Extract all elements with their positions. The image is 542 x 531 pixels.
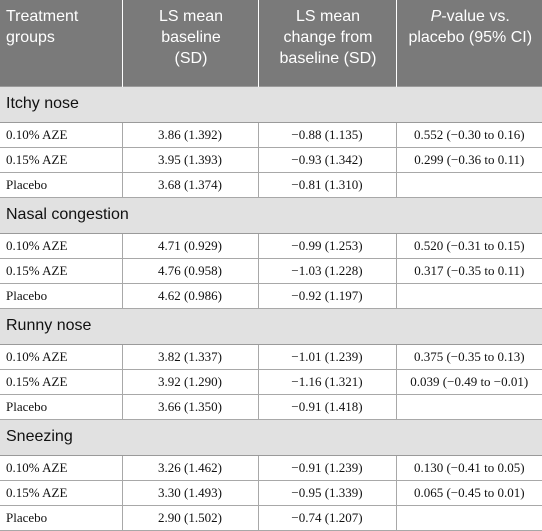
cell-treatment-group: 0.10% AZE — [0, 343, 123, 370]
table-row: 0.10% AZE 4.71 (0.929) −0.99 (1.253) 0.520 … — [0, 232, 542, 259]
cell-ls-mean-change: −0.99 (1.253) — [258, 232, 397, 259]
header-ls-mean-change: LS mean change from baseline (SD) — [258, 0, 397, 86]
header-line: -value vs. — [441, 8, 510, 25]
table-row: 0.10% AZE 3.26 (1.462) −0.91 (1.239) 0.130 … — [0, 454, 542, 481]
cell-p-value: 0.520 (−0.31 to 0.15) — [396, 232, 542, 259]
table-row: Placebo 2.90 (1.502) −0.74 (1.207) — [0, 504, 542, 531]
cell-treatment-group: Placebo — [0, 171, 123, 198]
table-row: 0.15% AZE 4.76 (0.958) −1.03 (1.228) 0.317 … — [0, 257, 542, 284]
cell-ls-mean-change: −0.81 (1.310) — [258, 171, 397, 198]
cell-ls-mean-baseline: 3.92 (1.290) — [122, 368, 259, 395]
header-treatment-groups: Treatment groups — [0, 0, 123, 86]
cell-ls-mean-change: −1.01 (1.239) — [258, 343, 397, 370]
cell-p-value: 0.375 (−0.35 to 0.13) — [396, 343, 542, 370]
header-line: groups — [6, 29, 55, 46]
header-line: LS mean — [158, 8, 224, 25]
cell-p-value: 0.299 (−0.36 to 0.11) — [396, 146, 542, 173]
cell-ls-mean-change: −0.88 (1.135) — [258, 121, 397, 148]
cell-ls-mean-baseline: 3.30 (1.493) — [122, 479, 259, 506]
section-row: Nasal congestion — [0, 196, 542, 234]
table-row: Placebo 3.68 (1.374) −0.81 (1.310) — [0, 171, 542, 198]
section-row: Sneezing — [0, 418, 542, 456]
table-header: Treatment groups LS mean baseline (SD) L… — [0, 0, 542, 86]
cell-p-value: 0.317 (−0.35 to 0.11) — [396, 257, 542, 284]
cell-p-value: 0.039 (−0.49 to −0.01) — [396, 368, 542, 395]
table-row: 0.15% AZE 3.92 (1.290) −1.16 (1.321) 0.039 … — [0, 368, 542, 395]
cell-ls-mean-baseline: 3.26 (1.462) — [122, 454, 259, 481]
section-row: Runny nose — [0, 307, 542, 345]
cell-p-value — [396, 171, 542, 198]
section-row: Itchy nose — [0, 85, 542, 123]
cell-ls-mean-baseline: 2.90 (1.502) — [122, 504, 259, 531]
cell-p-value — [396, 504, 542, 531]
table-body: Itchy nose 0.10% AZE 3.86 (1.392) −0.88 (1.… — [0, 85, 542, 531]
header-line: baseline (SD) — [279, 50, 377, 67]
cell-treatment-group: Placebo — [0, 282, 123, 309]
cell-ls-mean-baseline: 3.66 (1.350) — [122, 393, 259, 420]
header-row: Treatment groups LS mean baseline (SD) L… — [0, 0, 542, 86]
cell-ls-mean-baseline: 3.68 (1.374) — [122, 171, 259, 198]
section-title: Sneezing — [0, 418, 542, 456]
cell-p-value: 0.130 (−0.41 to 0.05) — [396, 454, 542, 481]
section-title: Itchy nose — [0, 85, 542, 123]
table-row: 0.15% AZE 3.30 (1.493) −0.95 (1.339) 0.065 … — [0, 479, 542, 506]
header-line: (SD) — [174, 50, 208, 67]
cell-ls-mean-baseline: 4.62 (0.986) — [122, 282, 259, 309]
cell-ls-mean-baseline: 3.82 (1.337) — [122, 343, 259, 370]
cell-treatment-group: 0.10% AZE — [0, 232, 123, 259]
cell-ls-mean-change: −0.91 (1.418) — [258, 393, 397, 420]
header-line: LS mean — [295, 8, 361, 25]
cell-treatment-group: 0.10% AZE — [0, 121, 123, 148]
header-ls-mean-baseline: LS mean baseline (SD) — [122, 0, 259, 86]
cell-p-value — [396, 282, 542, 309]
cell-ls-mean-change: −0.91 (1.239) — [258, 454, 397, 481]
section-title: Nasal congestion — [0, 196, 542, 234]
cell-ls-mean-change: −0.74 (1.207) — [258, 504, 397, 531]
cell-treatment-group: Placebo — [0, 393, 123, 420]
table-row: 0.10% AZE 3.86 (1.392) −0.88 (1.135) 0.552 … — [0, 121, 542, 148]
cell-ls-mean-change: −1.16 (1.321) — [258, 368, 397, 395]
table-row: 0.10% AZE 3.82 (1.337) −1.01 (1.239) 0.375 … — [0, 343, 542, 370]
cell-treatment-group: 0.10% AZE — [0, 454, 123, 481]
cell-ls-mean-change: −0.92 (1.197) — [258, 282, 397, 309]
table-row: Placebo 4.62 (0.986) −0.92 (1.197) — [0, 282, 542, 309]
cell-treatment-group: 0.15% AZE — [0, 146, 123, 173]
cell-p-value — [396, 393, 542, 420]
header-line: change from — [283, 29, 373, 46]
table-row: 0.15% AZE 3.95 (1.393) −0.93 (1.342) 0.299 … — [0, 146, 542, 173]
header-p-value: P-value vs. placebo (95% CI) — [396, 0, 542, 86]
cell-ls-mean-baseline: 4.76 (0.958) — [122, 257, 259, 284]
header-line: placebo (95% CI) — [408, 29, 533, 46]
section-title: Runny nose — [0, 307, 542, 345]
cell-ls-mean-change: −0.93 (1.342) — [258, 146, 397, 173]
cell-ls-mean-change: −0.95 (1.339) — [258, 479, 397, 506]
table-row: Placebo 3.66 (1.350) −0.91 (1.418) — [0, 393, 542, 420]
cell-p-value: 0.552 (−0.30 to 0.16) — [396, 121, 542, 148]
cell-p-value: 0.065 (−0.45 to 0.01) — [396, 479, 542, 506]
cell-ls-mean-baseline: 4.71 (0.929) — [122, 232, 259, 259]
cell-treatment-group: 0.15% AZE — [0, 368, 123, 395]
header-p-italic: P — [430, 8, 442, 25]
cell-ls-mean-change: −1.03 (1.228) — [258, 257, 397, 284]
cell-ls-mean-baseline: 3.95 (1.393) — [122, 146, 259, 173]
cell-treatment-group: Placebo — [0, 504, 123, 531]
cell-treatment-group: 0.15% AZE — [0, 257, 123, 284]
cell-treatment-group: 0.15% AZE — [0, 479, 123, 506]
header-line: Treatment — [6, 8, 79, 25]
cell-ls-mean-baseline: 3.86 (1.392) — [122, 121, 259, 148]
header-line: baseline — [161, 29, 221, 46]
